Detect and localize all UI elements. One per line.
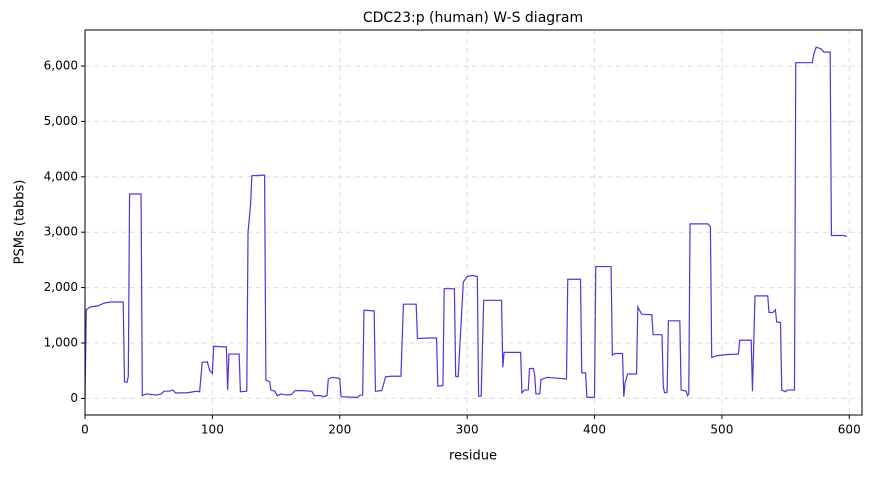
plot-frame	[84, 29, 863, 416]
y-tick-label: 6,000	[44, 59, 78, 73]
x-tick-label: 100	[201, 423, 224, 437]
x-tick-label: 0	[81, 423, 89, 437]
y-tick-label: 0	[70, 391, 78, 405]
y-tick-label: 3,000	[44, 225, 78, 239]
y-tick-label: 2,000	[44, 280, 78, 294]
x-axis-label: residue	[449, 449, 497, 464]
y-tick-label: 5,000	[44, 114, 78, 128]
x-tick-label: 600	[838, 423, 861, 437]
x-tick-label: 300	[456, 423, 479, 437]
chart-title: CDC23:p (human) W-S diagram	[363, 10, 583, 26]
x-tick-label: 200	[328, 423, 351, 437]
x-tick-label: 500	[710, 423, 733, 437]
y-tick-label: 1,000	[44, 335, 78, 349]
x-tick-label: 400	[583, 423, 606, 437]
data-line	[84, 46, 847, 399]
y-tick-label: 4,000	[44, 169, 78, 183]
y-axis-label: PSMs (tabbs)	[13, 180, 28, 265]
